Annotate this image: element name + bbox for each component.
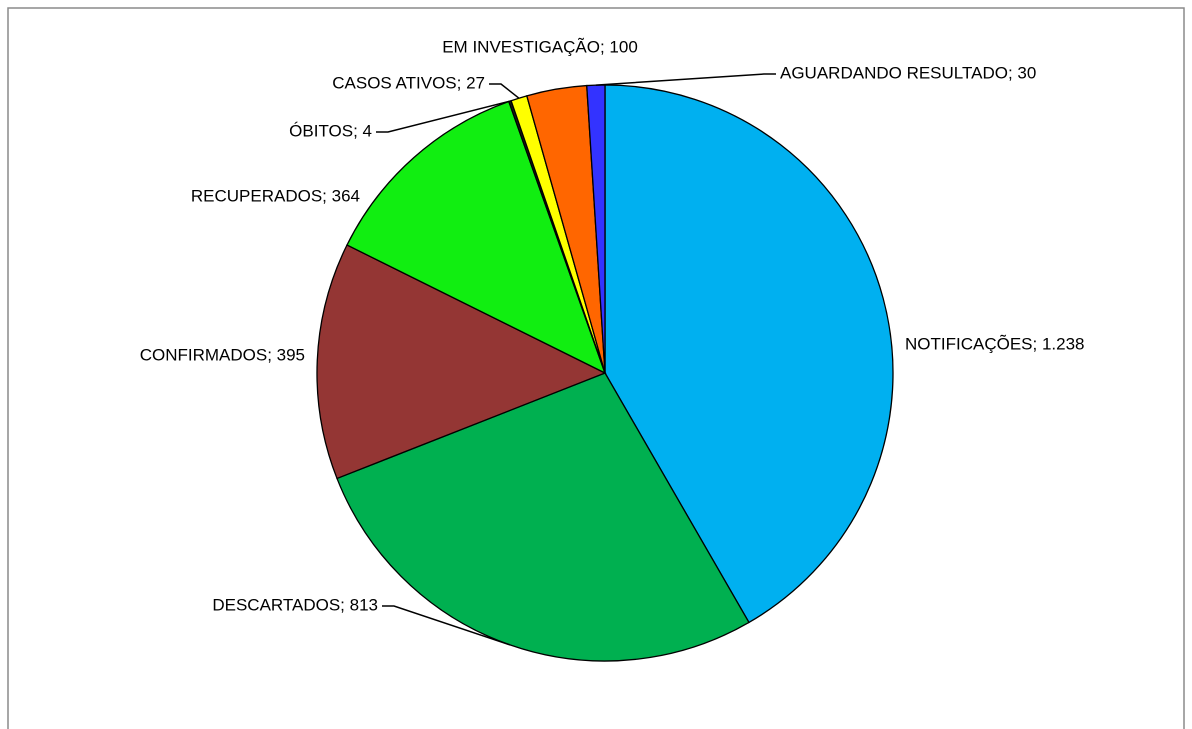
data-label: EM INVESTIGAÇÃO; 100 [442, 37, 638, 56]
leader-line [595, 73, 776, 86]
data-label: RECUPERADOS; 364 [191, 186, 360, 205]
leader-line [382, 605, 511, 646]
pie-slice [346, 100, 607, 375]
pie-slice [336, 372, 750, 662]
data-label: ÓBITOS; 4 [289, 121, 372, 140]
leader-line [489, 83, 520, 99]
data-label: NOTIFICAÇÕES; 1.238 [905, 334, 1085, 353]
data-label: CONFIRMADOS; 395 [140, 345, 305, 364]
pie-slice [604, 84, 894, 624]
pie-slice [316, 244, 607, 480]
data-label: AGUARDANDO RESULTADO; 30 [780, 63, 1036, 82]
leader-line [376, 100, 511, 133]
data-label: DESCARTADOS; 813 [212, 595, 378, 614]
data-label: CASOS ATIVOS; 27 [332, 73, 485, 92]
